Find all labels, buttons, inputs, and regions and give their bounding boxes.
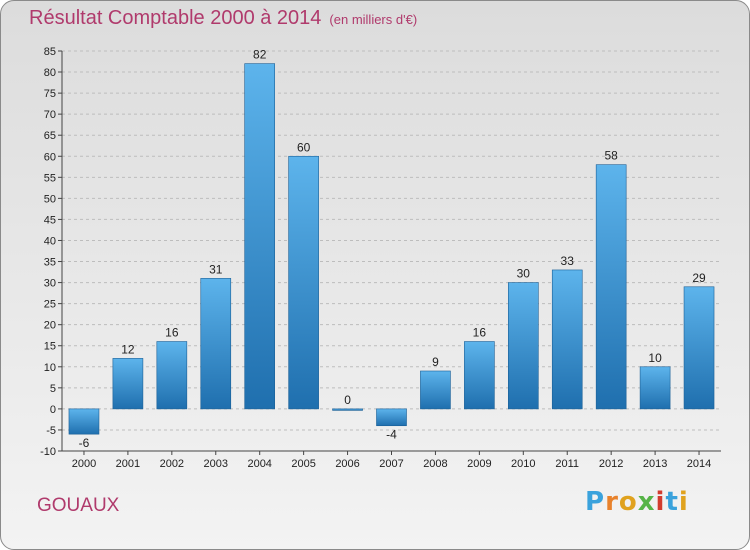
logo-letter: r	[605, 487, 619, 517]
y-tick-label: 5	[50, 383, 56, 395]
bar-2011[interactable]	[551, 269, 583, 410]
y-tick-label: -10	[40, 446, 56, 458]
chart-title: Résultat Comptable 2000 à 2014 (en millie…	[29, 7, 417, 30]
x-tick-label: 2002	[160, 458, 184, 470]
y-tick-label: 50	[44, 193, 56, 205]
bar-2008[interactable]	[420, 370, 451, 410]
data-label-2008: 9	[432, 355, 439, 369]
y-tick-label: 20	[44, 320, 56, 332]
axes: -10 -5 0 5 10 15 20 25 30 35 40 45 50 55 60 65 70 75 80 85 2…	[40, 46, 721, 470]
x-tick-label: 2009	[467, 458, 491, 470]
data-label-2006: 0	[344, 393, 351, 407]
x-tick-label: 2014	[687, 458, 711, 470]
x-tick-label: 2005	[291, 458, 315, 470]
y-tick-label: 40	[44, 235, 56, 247]
data-label-2001: 12	[121, 342, 135, 356]
data-label-2010: 30	[517, 267, 531, 281]
logo-letter: t	[665, 487, 679, 517]
data-label-2004: 82	[253, 48, 267, 62]
bar-2002[interactable]	[156, 341, 188, 410]
data-label-2000: -6	[79, 436, 90, 450]
logo-letter: i	[678, 487, 689, 517]
y-tick-label: 10	[44, 362, 56, 374]
y-tick-label: 25	[44, 299, 56, 311]
chart-subtitle: (en milliers d'€)	[329, 12, 418, 27]
y-tick-label: 75	[44, 88, 56, 100]
logo-letter: P	[585, 487, 606, 517]
x-tick-label: 2013	[643, 458, 667, 470]
proxiti-logo[interactable]: Proxiti	[585, 487, 689, 517]
y-tick-label: 0	[50, 404, 56, 416]
bar-2005[interactable]	[288, 155, 319, 410]
bar-2013[interactable]	[639, 366, 671, 410]
data-label-2009: 16	[473, 326, 487, 340]
y-tick-label: -5	[46, 425, 56, 437]
y-tick-label: 60	[44, 151, 56, 163]
x-tick-label: 2011	[555, 458, 579, 470]
x-tick-label: 2004	[247, 458, 271, 470]
x-tick-label: 2003	[204, 458, 228, 470]
x-tick-label: 2000	[72, 458, 96, 470]
bar-2006[interactable]	[332, 408, 363, 411]
y-tick-label: 35	[44, 257, 56, 269]
logo-letter: i	[655, 487, 666, 517]
y-tick-label: 30	[44, 278, 56, 290]
y-tick-label: 65	[44, 130, 56, 142]
bar-2004[interactable]	[244, 63, 275, 410]
x-tick-label: 2012	[599, 458, 623, 470]
data-label-2013: 10	[648, 351, 662, 365]
x-tick-label: 2007	[379, 458, 403, 470]
data-label-2002: 16	[165, 326, 179, 340]
x-tick-label: 2010	[511, 458, 535, 470]
data-label-2014: 29	[692, 271, 706, 285]
x-tick-label: 2001	[116, 458, 140, 470]
place-name: GOUAUX	[37, 495, 120, 516]
y-tick-label: 70	[44, 109, 56, 121]
bar-2001[interactable]	[112, 358, 144, 410]
bar-2003[interactable]	[200, 278, 232, 410]
data-label-2005: 60	[297, 140, 311, 154]
bars	[68, 63, 715, 435]
bar-2000[interactable]	[68, 408, 100, 435]
data-labels: -6 12 16 31 82 60 0 -4 9 16 30 33 58 10 29	[79, 48, 706, 451]
y-tick-label: 15	[44, 341, 56, 353]
x-tick-label: 2008	[423, 458, 447, 470]
data-label-2011: 33	[561, 254, 575, 268]
data-label-2012: 58	[604, 149, 618, 163]
bar-2007[interactable]	[376, 408, 407, 427]
y-tick-label: 55	[44, 172, 56, 184]
bar-2010[interactable]	[507, 282, 539, 410]
bar-2014[interactable]	[683, 286, 715, 410]
y-tick-label: 80	[44, 67, 56, 79]
logo-letter: o	[618, 487, 638, 517]
data-label-2003: 31	[209, 262, 223, 276]
logo-letter: x	[637, 487, 656, 517]
bar-2012[interactable]	[595, 164, 627, 410]
bar-2009[interactable]	[464, 341, 495, 410]
title-text: Résultat Comptable 2000 à 2014	[29, 7, 322, 29]
x-tick-label: 2006	[335, 458, 359, 470]
data-label-2007: -4	[386, 428, 397, 442]
y-tick-label: 45	[44, 214, 56, 226]
y-tick-label: 85	[44, 46, 56, 58]
